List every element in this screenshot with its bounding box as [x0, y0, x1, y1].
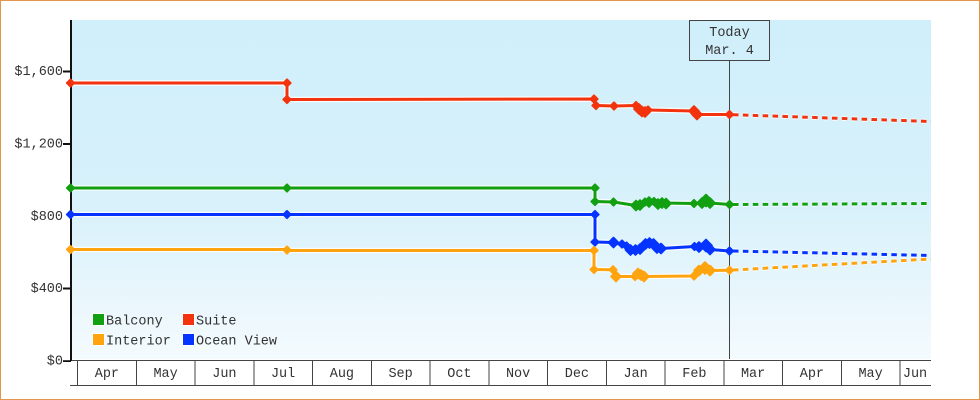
svg-text:$400: $400 [31, 282, 63, 297]
svg-text:Feb: Feb [682, 367, 706, 382]
svg-text:Apr: Apr [95, 367, 119, 382]
svg-text:May: May [153, 367, 177, 382]
svg-text:Nov: Nov [506, 367, 530, 382]
svg-text:Today: Today [709, 26, 750, 41]
svg-text:Mar: Mar [741, 367, 765, 382]
svg-text:Oct: Oct [447, 367, 471, 382]
svg-text:Jun: Jun [903, 367, 927, 382]
svg-text:$800: $800 [31, 210, 63, 225]
svg-text:$1,600: $1,600 [14, 65, 63, 80]
svg-text:Dec: Dec [565, 367, 589, 382]
svg-text:Jan: Jan [623, 367, 647, 382]
svg-text:Aug: Aug [330, 367, 354, 382]
svg-text:$1,200: $1,200 [14, 137, 63, 152]
svg-text:Sep: Sep [388, 367, 412, 382]
svg-text:Balcony: Balcony [106, 315, 163, 330]
svg-text:$0: $0 [47, 355, 63, 370]
svg-text:Jul: Jul [271, 367, 295, 382]
svg-text:Suite: Suite [196, 315, 237, 330]
svg-text:Mar. 4: Mar. 4 [705, 44, 754, 59]
svg-text:Interior: Interior [106, 335, 171, 350]
svg-text:Apr: Apr [800, 367, 824, 382]
svg-text:May: May [858, 367, 882, 382]
svg-text:Jun: Jun [212, 367, 236, 382]
svg-text:Ocean View: Ocean View [196, 335, 277, 350]
